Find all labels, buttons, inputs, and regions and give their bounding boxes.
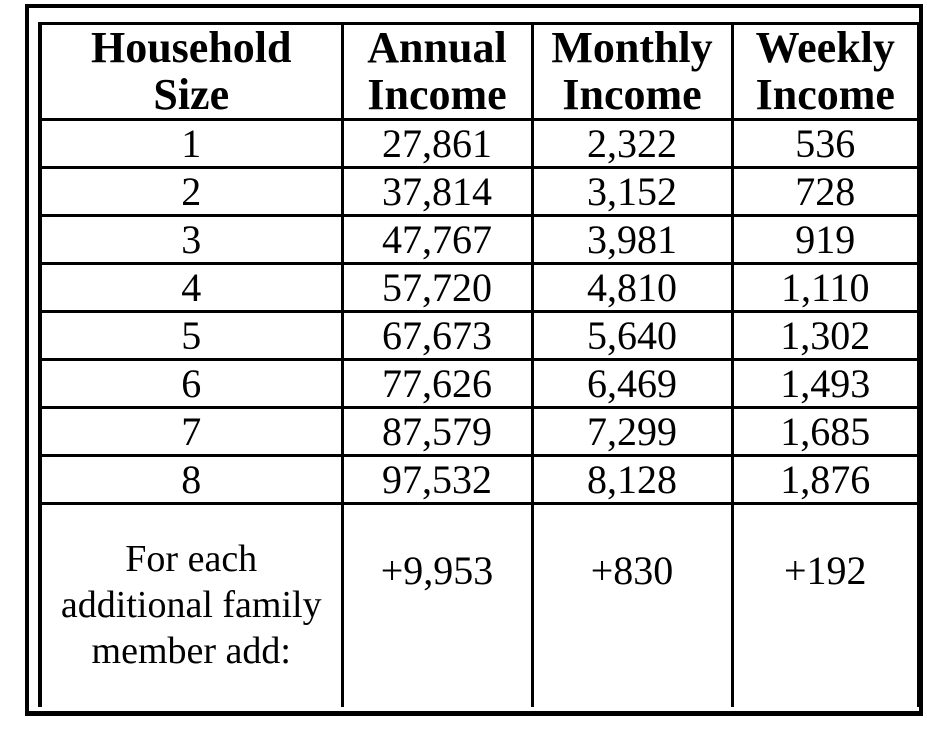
cell-annual-income: 47,767 xyxy=(340,214,534,265)
cell-weekly-income: 728 xyxy=(730,166,921,217)
cell-weekly-income: 919 xyxy=(730,214,921,265)
cell-weekly-income: 1,110 xyxy=(730,262,921,313)
table-row: 8 97,532 8,128 1,876 xyxy=(38,454,921,505)
cell-monthly-income: 6,469 xyxy=(530,358,734,409)
cell-household-size: 7 xyxy=(38,406,344,457)
cell-household-size: 3 xyxy=(38,214,344,265)
cell-monthly-income: 3,981 xyxy=(530,214,734,265)
cell-monthly-income: 3,152 xyxy=(530,166,734,217)
cell-household-size: 6 xyxy=(38,358,344,409)
cell-household-size: 5 xyxy=(38,310,344,361)
table-row: 2 37,814 3,152 728 xyxy=(38,166,921,217)
cell-annual-income: 77,626 xyxy=(340,358,534,409)
additional-member-label-text: For each additional family member add: xyxy=(60,538,322,672)
cell-household-size: 1 xyxy=(38,118,344,169)
header-weekly-income-line2: Income xyxy=(755,69,895,119)
header-weekly-income-line1: Weekly xyxy=(755,23,895,73)
cell-weekly-income: 1,493 xyxy=(730,358,921,409)
cell-household-size: 8 xyxy=(38,454,344,505)
cell-annual-income: 87,579 xyxy=(340,406,534,457)
cell-additional-monthly: +830 xyxy=(530,502,734,707)
header-annual-income: Annual Income xyxy=(340,22,534,121)
cell-annual-income: 37,814 xyxy=(340,166,534,217)
table-row: 3 47,767 3,981 919 xyxy=(38,214,921,265)
cell-annual-income: 97,532 xyxy=(340,454,534,505)
header-weekly-income: Weekly Income xyxy=(730,22,921,121)
header-monthly-income: Monthly Income xyxy=(530,22,734,121)
table-row: 5 67,673 5,640 1,302 xyxy=(38,310,921,361)
cell-annual-income: 27,861 xyxy=(340,118,534,169)
header-monthly-income-line1: Monthly xyxy=(551,23,713,73)
table-row: 6 77,626 6,469 1,493 xyxy=(38,358,921,409)
header-monthly-income-line2: Income xyxy=(562,69,702,119)
header-annual-income-line2: Income xyxy=(367,69,507,119)
cell-monthly-income: 4,810 xyxy=(530,262,734,313)
cell-household-size: 2 xyxy=(38,166,344,217)
table-frame: Household Size Annual Income Monthly Inc… xyxy=(25,4,923,716)
header-household-size-line1: Household xyxy=(90,23,292,73)
cell-monthly-income: 8,128 xyxy=(530,454,734,505)
cell-weekly-income: 1,876 xyxy=(730,454,921,505)
cell-weekly-income: 1,685 xyxy=(730,406,921,457)
table-row: 4 57,720 4,810 1,110 xyxy=(38,262,921,313)
cell-monthly-income: 5,640 xyxy=(530,310,734,361)
cell-monthly-income: 2,322 xyxy=(530,118,734,169)
table-row: 1 27,861 2,322 536 xyxy=(38,118,921,169)
table-row: 7 87,579 7,299 1,685 xyxy=(38,406,921,457)
cell-annual-income: 67,673 xyxy=(340,310,534,361)
cell-monthly-income: 7,299 xyxy=(530,406,734,457)
header-household-size-line2: Size xyxy=(153,69,230,119)
cell-additional-member-label: For each additional family member add: xyxy=(38,502,344,707)
cell-annual-income: 57,720 xyxy=(340,262,534,313)
cell-additional-weekly: +192 xyxy=(730,502,921,707)
income-limits-table: Household Size Annual Income Monthly Inc… xyxy=(38,22,921,707)
cell-weekly-income: 1,302 xyxy=(730,310,921,361)
additional-member-row: For each additional family member add: +… xyxy=(38,502,921,707)
header-row: Household Size Annual Income Monthly Inc… xyxy=(38,22,921,121)
header-annual-income-line1: Annual xyxy=(367,23,507,73)
cell-additional-annual: +9,953 xyxy=(340,502,534,707)
cell-household-size: 4 xyxy=(38,262,344,313)
header-household-size: Household Size xyxy=(38,22,344,121)
cell-weekly-income: 536 xyxy=(730,118,921,169)
